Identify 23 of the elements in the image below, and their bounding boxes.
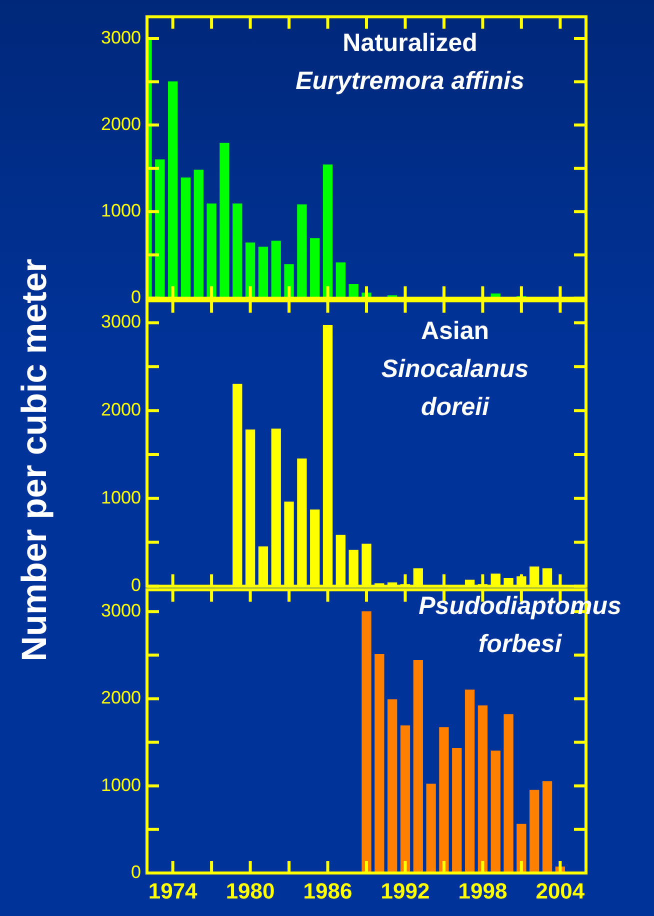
- y-tick-label: 3000: [100, 600, 141, 621]
- x-tick-label: 1998: [458, 878, 508, 904]
- y-tick-label: 1000: [100, 200, 141, 221]
- y-tick-label: 2000: [100, 400, 141, 420]
- y-tick-label: 0: [130, 575, 141, 596]
- y-tick-label: 2000: [100, 688, 141, 708]
- annotation: Eurytremora affinis: [296, 66, 524, 95]
- text: Naturalized: [342, 28, 478, 57]
- y-tick-label: 3000: [100, 27, 141, 48]
- x-tick-label: 2004: [536, 878, 586, 904]
- y-axis-title: Number per cubic meter: [15, 258, 55, 662]
- text: Asian: [420, 316, 490, 345]
- x-tick-label: 1986: [303, 878, 352, 904]
- x-tick-label: 1992: [380, 878, 430, 904]
- y-tick-label: 1000: [100, 487, 141, 508]
- x-tick-label: 1980: [226, 878, 275, 904]
- y-tick-label: 0: [130, 287, 141, 308]
- x-tick-label: 1974: [148, 878, 198, 904]
- y-tick-label: 0: [130, 862, 141, 882]
- annotation: Sinocalanus doreii: [381, 354, 529, 421]
- y-tick-label: 2000: [100, 114, 141, 134]
- y-tick-label: 3000: [100, 312, 141, 332]
- y-tick-label: 1000: [100, 774, 141, 795]
